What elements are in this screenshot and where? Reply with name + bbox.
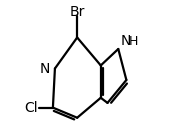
Text: N: N — [121, 34, 131, 48]
Text: Br: Br — [70, 5, 85, 19]
Text: N: N — [39, 62, 49, 75]
Text: Cl: Cl — [24, 101, 37, 115]
Text: H: H — [128, 35, 138, 48]
